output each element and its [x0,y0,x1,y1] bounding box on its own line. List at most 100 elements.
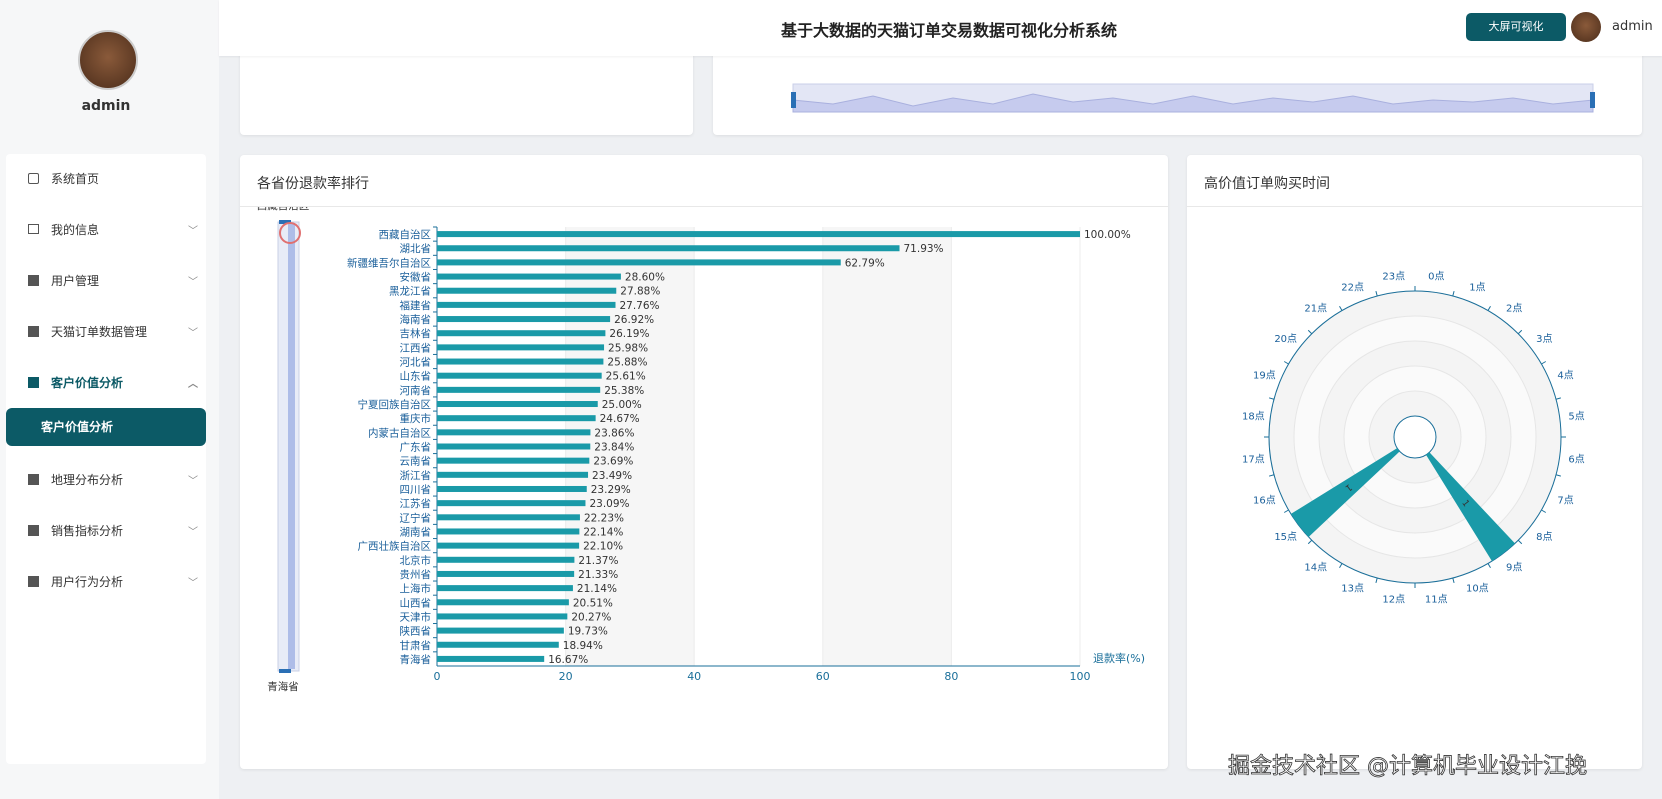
split-area [822,227,952,666]
value-label: 22.14% [583,526,623,538]
y-tick-label: 云南省 [400,455,432,468]
bar [437,358,604,365]
angle-tick [1375,577,1378,583]
header-title: 基于大数据的天猫订单交易数据可视化分析系统 [780,21,1117,40]
x-tick-label: 60 [816,670,830,683]
menu-item[interactable]: 用户行为分析 ﹀ [28,566,198,596]
value-label: 21.14% [577,583,617,595]
value-label: 1 [1343,481,1354,492]
y-tick-label: 甘肃省 [400,639,432,652]
bar [437,401,598,408]
angle-tick [1375,291,1378,297]
slider-shadow [792,93,1594,113]
angle-label: 21点 [1304,303,1327,315]
value-label: 23.84% [594,442,634,454]
angle-tick [1269,474,1275,477]
y-tick-label: 湖南省 [400,525,432,538]
y-tick-label: 重庆市 [400,412,432,425]
value-label: 26.92% [614,314,654,326]
card-title: 各省份退款率排行 [257,176,369,192]
y-tick-label: 江苏省 [400,497,432,510]
bar [437,457,590,464]
menu-item[interactable]: 销售指标分析 ﹀ [28,515,198,545]
angle-label: 2点 [1506,303,1522,315]
bar [437,273,621,280]
angle-tick [1555,474,1561,477]
slider-handle[interactable] [1590,92,1595,108]
y-tick-label: 广西壮族自治区 [358,540,432,553]
angle-label: 4点 [1557,370,1573,382]
bar [437,231,1080,238]
angle-tick [1283,509,1289,513]
y-tick-label: 安徽省 [400,271,432,284]
menu-label: 我的信息 [51,222,100,237]
angle-label: 8点 [1536,531,1552,543]
angle-tick [1307,539,1313,545]
zoom-fill [288,224,295,669]
value-label: 23.09% [589,498,629,510]
value-label: 23.69% [593,456,633,468]
angle-tick [1541,509,1547,513]
menu-item[interactable]: 我的信息 ﹀ [28,214,198,244]
bar [437,330,606,337]
bar [437,641,559,648]
value-label: 25.98% [608,342,648,354]
menu-item[interactable]: 客户价值分析 ︿ [28,367,198,397]
menu-label: 客户价值分析 [51,375,124,390]
bar [437,429,591,436]
y-tick-label: 内蒙古自治区 [368,426,431,439]
angle-label: 23点 [1382,270,1405,282]
value-label: 25.61% [606,371,646,383]
polar-bar [1290,448,1400,537]
x-tick-label: 100 [1070,670,1091,683]
menu-item[interactable]: 地理分布分析 ﹀ [28,464,198,494]
bar [437,344,605,351]
angle-label: 10点 [1466,583,1489,595]
zoom-handle[interactable] [279,220,291,224]
angle-tick [1487,305,1491,311]
y-tick-label: 吉林省 [400,327,432,340]
submenu-active[interactable]: 客户价值分析 [6,408,206,446]
user-name: admin [81,98,131,114]
value-label: 20.51% [573,597,613,609]
x-tick-label: 80 [944,670,958,683]
angle-label: 20点 [1274,333,1297,345]
y-tick-label: 河北省 [400,356,432,369]
x-tick-label: 0 [434,670,441,683]
value-label: 27.88% [620,286,660,298]
zoom-handle[interactable] [279,669,291,673]
value-label: 23.49% [592,470,632,482]
bar [437,500,586,507]
menu-label: 用户行为分析 [51,574,124,589]
slider-handle[interactable] [791,92,796,108]
angle-tick [1339,305,1343,311]
value-label: 18.94% [563,640,603,652]
bar [437,245,900,252]
menu-item[interactable]: 系统首页 [28,163,198,193]
header-user[interactable]: admin [1612,19,1653,34]
zoom-label: 青海省 [267,680,299,693]
y-tick-label: 西藏自治区 [379,228,432,241]
y-tick-label: 河南省 [400,384,432,397]
value-label: 22.10% [583,541,623,553]
angle-tick [1517,539,1523,545]
value-label: 25.88% [607,357,647,369]
value-label: 100.00% [1084,229,1131,241]
y-tick-label: 贵州省 [400,568,432,581]
header-avatar[interactable] [1571,12,1601,42]
angle-label: 5点 [1568,411,1584,423]
angle-label: 0点 [1428,270,1444,282]
value-label: 23.29% [591,484,631,496]
menu-label: 天猫订单数据管理 [51,324,148,339]
value-label: 20.27% [571,611,611,623]
bar [437,627,564,634]
menu-item[interactable]: 用户管理 ﹀ [28,265,198,295]
cursor-ring [279,222,301,244]
value-label: 21.33% [578,569,618,581]
angle-label: 17点 [1242,453,1265,465]
value-label: 22.23% [584,512,624,524]
menu-item[interactable]: 天猫订单数据管理 ﹀ [28,316,198,346]
sidebar: admin 系统首页 我的信息 ﹀ 用户管理 ﹀ 天猫订单数据管理 ﹀ 客户价值分析 ︿… [0,0,219,799]
divider [240,206,1168,207]
screen-button[interactable]: 大屏可视化 [1466,13,1566,41]
